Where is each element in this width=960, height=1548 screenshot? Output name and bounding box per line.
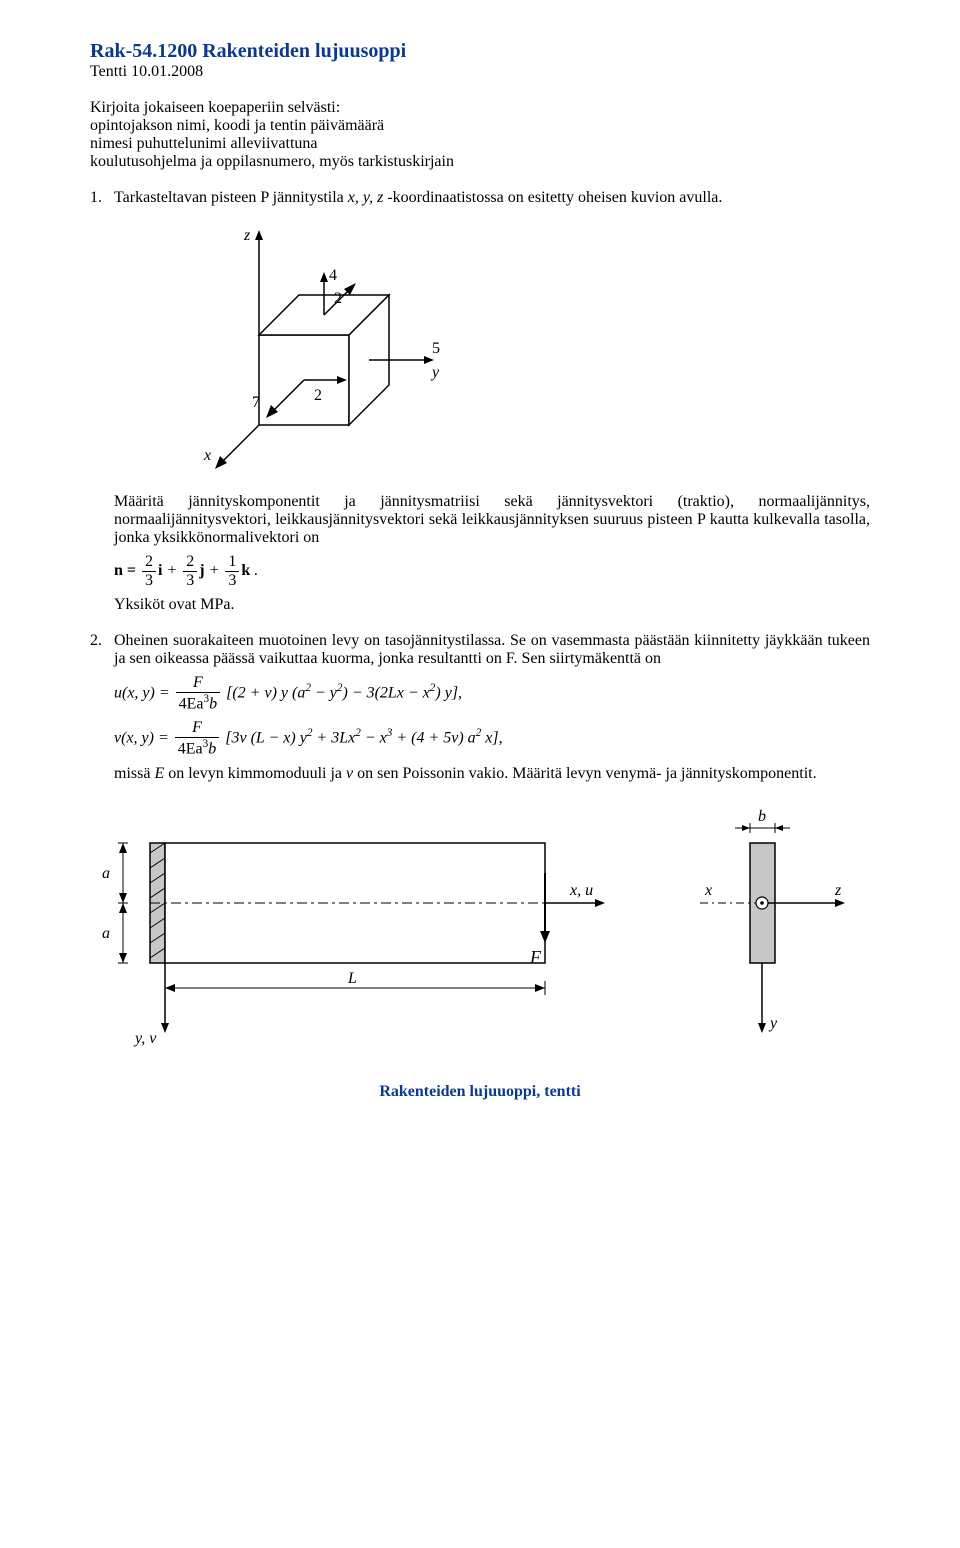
instr-line-4: koulutusohjelma ja oppilasnumero, myös t… (90, 153, 870, 171)
frac-v: F 4Ea3b (175, 719, 219, 758)
dim-a-top: a (102, 865, 110, 882)
p2-c: on sen Poissonin vakio. Määritä levyn ve… (353, 765, 816, 782)
axis-x-label: x (203, 447, 211, 464)
figure-row: a a F x, u L y, v b (90, 803, 870, 1053)
eq-u-lhs: u(x, y) = (114, 684, 170, 701)
eq-u-b1: [(2 + ν) y (a (226, 684, 305, 701)
dim-a-bot: a (102, 925, 110, 942)
eq-u-m2: ) − 3(2Lx − x (342, 684, 429, 701)
cross-section-figure: b x z y (650, 803, 870, 1053)
problem-2: 2. Oheinen suorakaiteen muotoinen levy o… (90, 632, 870, 783)
eq-u: u(x, y) = F 4Ea3b [(2 + ν) y (a2 − y2) −… (114, 674, 870, 713)
p1-text-b: -koordinaatistossa on esitetty oheisen k… (383, 189, 722, 206)
eq-end: . (250, 562, 258, 579)
frac-2: 23 (183, 553, 197, 590)
axis-y-label: y (430, 364, 440, 381)
problem-1-eq-n: n = 23i + 23j + 13k . (114, 553, 870, 590)
exam-date: Tentti 10.01.2008 (90, 63, 870, 81)
problem-1-units: Yksiköt ovat MPa. (114, 596, 870, 614)
p2-E: E (154, 765, 164, 782)
frac-1: 23 (142, 553, 156, 590)
cross-z: z (834, 882, 842, 899)
instructions: Kirjoita jokaiseen koepaperiin selvästi:… (90, 99, 870, 171)
frac-u: F 4Ea3b (176, 674, 220, 713)
p1-text-a: Tarkasteltavan pisteen P jännitystila (114, 189, 348, 206)
instr-line-3: nimesi puhuttelunimi alleviivattuna (90, 135, 870, 153)
axis-yv: y, v (133, 1030, 157, 1047)
eq-v-m3: + (4 + 5ν) a (392, 730, 475, 747)
cube-sigma-x: 7 (252, 394, 260, 411)
instr-line-1: Kirjoita jokaiseen koepaperiin selvästi: (90, 99, 870, 117)
eq-v: v(x, y) = F 4Ea3b [3ν (L − x) y2 + 3Lx2 … (114, 719, 870, 758)
eq-u-m1: − y (311, 684, 337, 701)
p1-vars: x, y, z (348, 189, 384, 206)
cube-sigma-y: 5 (432, 340, 440, 357)
plus2: + (205, 562, 224, 579)
eq-v-lhs: v(x, y) = (114, 730, 169, 747)
plus1: + (162, 562, 181, 579)
eq-v-m1: + 3Lx (312, 730, 355, 747)
beam-figure: a a F x, u L y, v (90, 803, 630, 1053)
dim-b: b (758, 808, 766, 825)
cross-x: x (704, 882, 712, 899)
eq-n-lhs: n = (114, 562, 136, 579)
cube-tau-front: 2 (314, 387, 322, 404)
page-footer: Rakenteiden lujuuoppi, tentti (90, 1083, 870, 1101)
cross-y: y (768, 1015, 778, 1032)
problem-2-number: 2. (90, 632, 114, 783)
problem-1: 1. Tarkasteltavan pisteen P jännitystila… (90, 189, 870, 614)
p2-a: missä (114, 765, 154, 782)
instr-line-2: opintojakson nimi, koodi ja tentin päivä… (90, 117, 870, 135)
p2-b: on levyn kimmomoduuli ja (164, 765, 346, 782)
eq-u-m3: ) y], (435, 684, 462, 701)
cube-figure: z 4 2 5 y (114, 225, 870, 475)
force-F: F (529, 947, 542, 967)
problem-2-para1: Oheinen suorakaiteen muotoinen levy on t… (114, 632, 870, 668)
course-title: Rak-54.1200 Rakenteiden lujuusoppi (90, 40, 870, 63)
axis-z-label: z (243, 227, 251, 244)
eq-v-m4: x], (481, 730, 502, 747)
problem-2-para2: missä E on levyn kimmomoduuli ja ν on se… (114, 765, 870, 783)
problem-1-para2: Määritä jännityskomponentit ja jännitysm… (114, 493, 870, 547)
eq-v-b1: [3ν (L − x) y (225, 730, 307, 747)
problem-1-number: 1. (90, 189, 114, 614)
cube-tau-top: 2 (334, 290, 342, 307)
axis-xu: x, u (569, 882, 593, 899)
eq-v-m2: − x (361, 730, 387, 747)
frac-3: 13 (225, 553, 239, 590)
cube-sigma-z: 4 (329, 267, 337, 284)
problem-1-text: Tarkasteltavan pisteen P jännitystila x,… (114, 189, 870, 207)
dim-L: L (347, 970, 357, 987)
unit-k: k (241, 562, 250, 579)
